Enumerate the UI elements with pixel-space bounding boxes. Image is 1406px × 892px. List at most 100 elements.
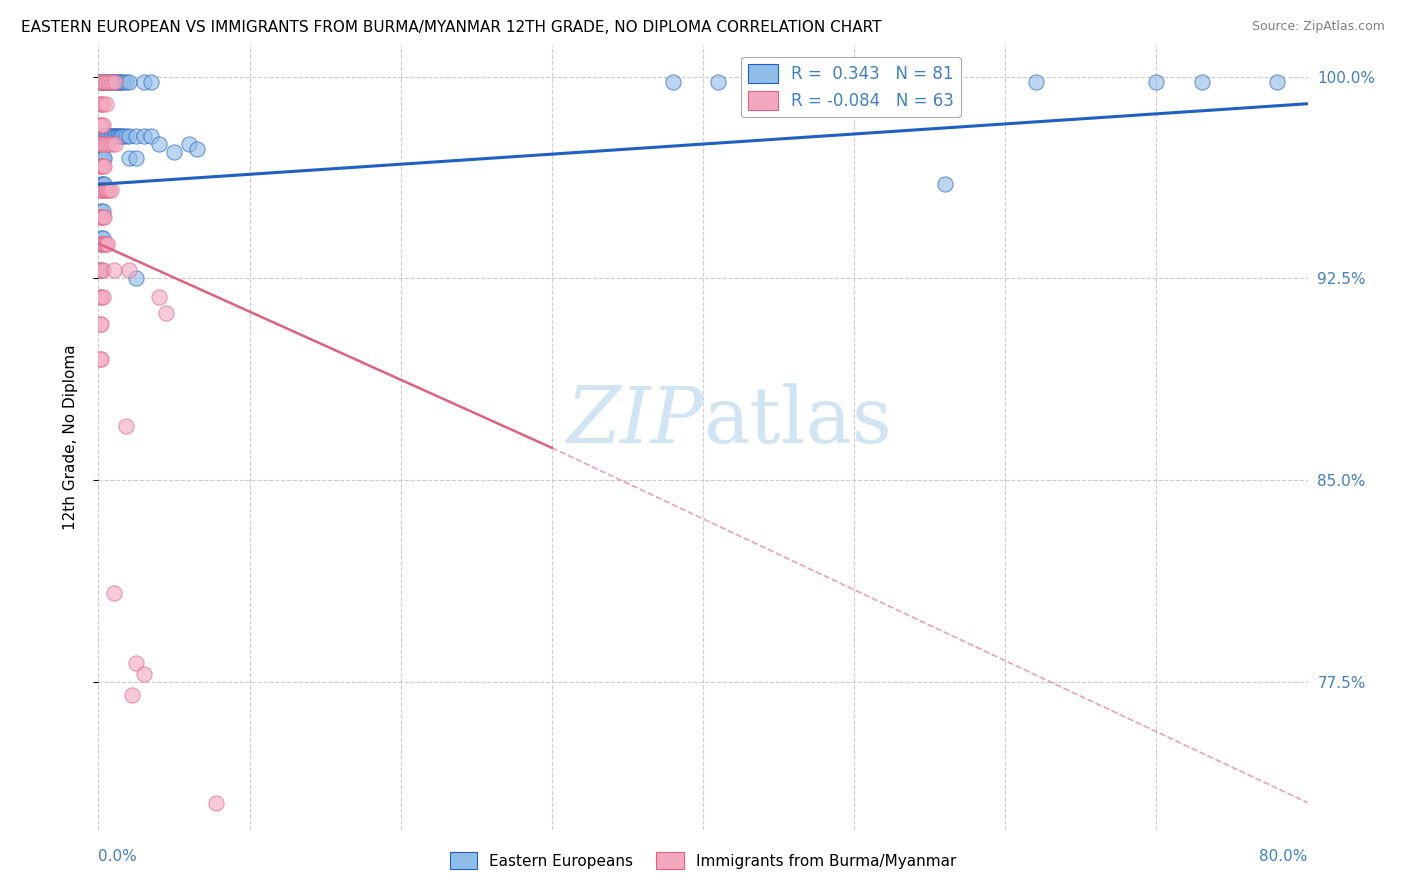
Point: [125, 128, 148, 143]
Point: [141, 128, 163, 143]
Point: [1024, 75, 1046, 89]
Point: [98, 75, 121, 89]
Point: [163, 145, 186, 160]
Point: [89, 352, 111, 367]
Point: [93, 178, 115, 192]
Point: [89, 210, 111, 224]
Point: [89, 96, 111, 111]
Point: [934, 178, 956, 192]
Point: [91, 137, 114, 152]
Text: atlas: atlas: [703, 384, 891, 459]
Point: [94, 75, 117, 89]
Legend: Eastern Europeans, Immigrants from Burma/Myanmar: Eastern Europeans, Immigrants from Burma…: [443, 846, 963, 875]
Point: [100, 128, 122, 143]
Point: [118, 75, 141, 89]
Point: [125, 271, 148, 285]
Point: [93, 151, 115, 165]
Point: [98, 137, 121, 152]
Point: [103, 263, 125, 277]
Point: [91, 118, 114, 132]
Point: [89, 236, 111, 251]
Point: [90, 118, 112, 132]
Point: [91, 75, 114, 89]
Point: [118, 151, 141, 165]
Point: [90, 183, 112, 197]
Point: [1191, 75, 1213, 89]
Point: [91, 178, 114, 192]
Point: [90, 231, 112, 245]
Point: [96, 183, 118, 197]
Point: [89, 75, 111, 89]
Point: [89, 183, 111, 197]
Point: [90, 178, 112, 192]
Point: [707, 75, 730, 89]
Point: [107, 75, 129, 89]
Point: [148, 290, 170, 304]
Point: [91, 128, 114, 143]
Point: [91, 263, 114, 277]
Point: [934, 75, 956, 89]
Point: [96, 128, 118, 143]
Point: [93, 159, 115, 173]
Point: [155, 306, 177, 320]
Point: [125, 151, 148, 165]
Point: [96, 236, 118, 251]
Point: [90, 317, 112, 331]
Point: [101, 128, 124, 143]
Point: [111, 128, 134, 143]
Point: [93, 183, 115, 197]
Point: [90, 151, 112, 165]
Point: [111, 75, 134, 89]
Point: [90, 352, 112, 367]
Point: [103, 586, 125, 600]
Point: [110, 128, 132, 143]
Point: [89, 159, 111, 173]
Point: [91, 151, 114, 165]
Point: [125, 656, 148, 670]
Point: [90, 210, 112, 224]
Point: [186, 143, 208, 157]
Point: [132, 128, 155, 143]
Point: [179, 137, 201, 152]
Point: [90, 75, 112, 89]
Point: [94, 96, 117, 111]
Text: 80.0%: 80.0%: [1260, 849, 1308, 864]
Point: [89, 137, 111, 152]
Point: [90, 204, 112, 219]
Point: [100, 75, 122, 89]
Point: [90, 159, 112, 173]
Point: [93, 128, 115, 143]
Point: [91, 236, 114, 251]
Point: [118, 263, 141, 277]
Point: [94, 128, 117, 143]
Point: [91, 204, 114, 219]
Point: [1144, 75, 1167, 89]
Point: [101, 137, 124, 152]
Point: [89, 317, 111, 331]
Point: [101, 75, 124, 89]
Text: 0.0%: 0.0%: [98, 849, 138, 864]
Point: [89, 263, 111, 277]
Point: [114, 128, 136, 143]
Point: [90, 137, 112, 152]
Point: [104, 128, 127, 143]
Point: [91, 231, 114, 245]
Point: [103, 75, 125, 89]
Point: [104, 137, 127, 152]
Point: [96, 75, 118, 89]
Point: [91, 75, 114, 89]
Point: [89, 290, 111, 304]
Point: [100, 183, 122, 197]
Point: [90, 290, 112, 304]
Point: [93, 210, 115, 224]
Point: [91, 159, 114, 173]
Point: [104, 75, 127, 89]
Point: [91, 210, 114, 224]
Point: [114, 419, 136, 434]
Point: [94, 75, 117, 89]
Point: [105, 128, 128, 143]
Point: [105, 75, 128, 89]
Point: [91, 96, 114, 111]
Point: [89, 75, 111, 89]
Point: [661, 75, 683, 89]
